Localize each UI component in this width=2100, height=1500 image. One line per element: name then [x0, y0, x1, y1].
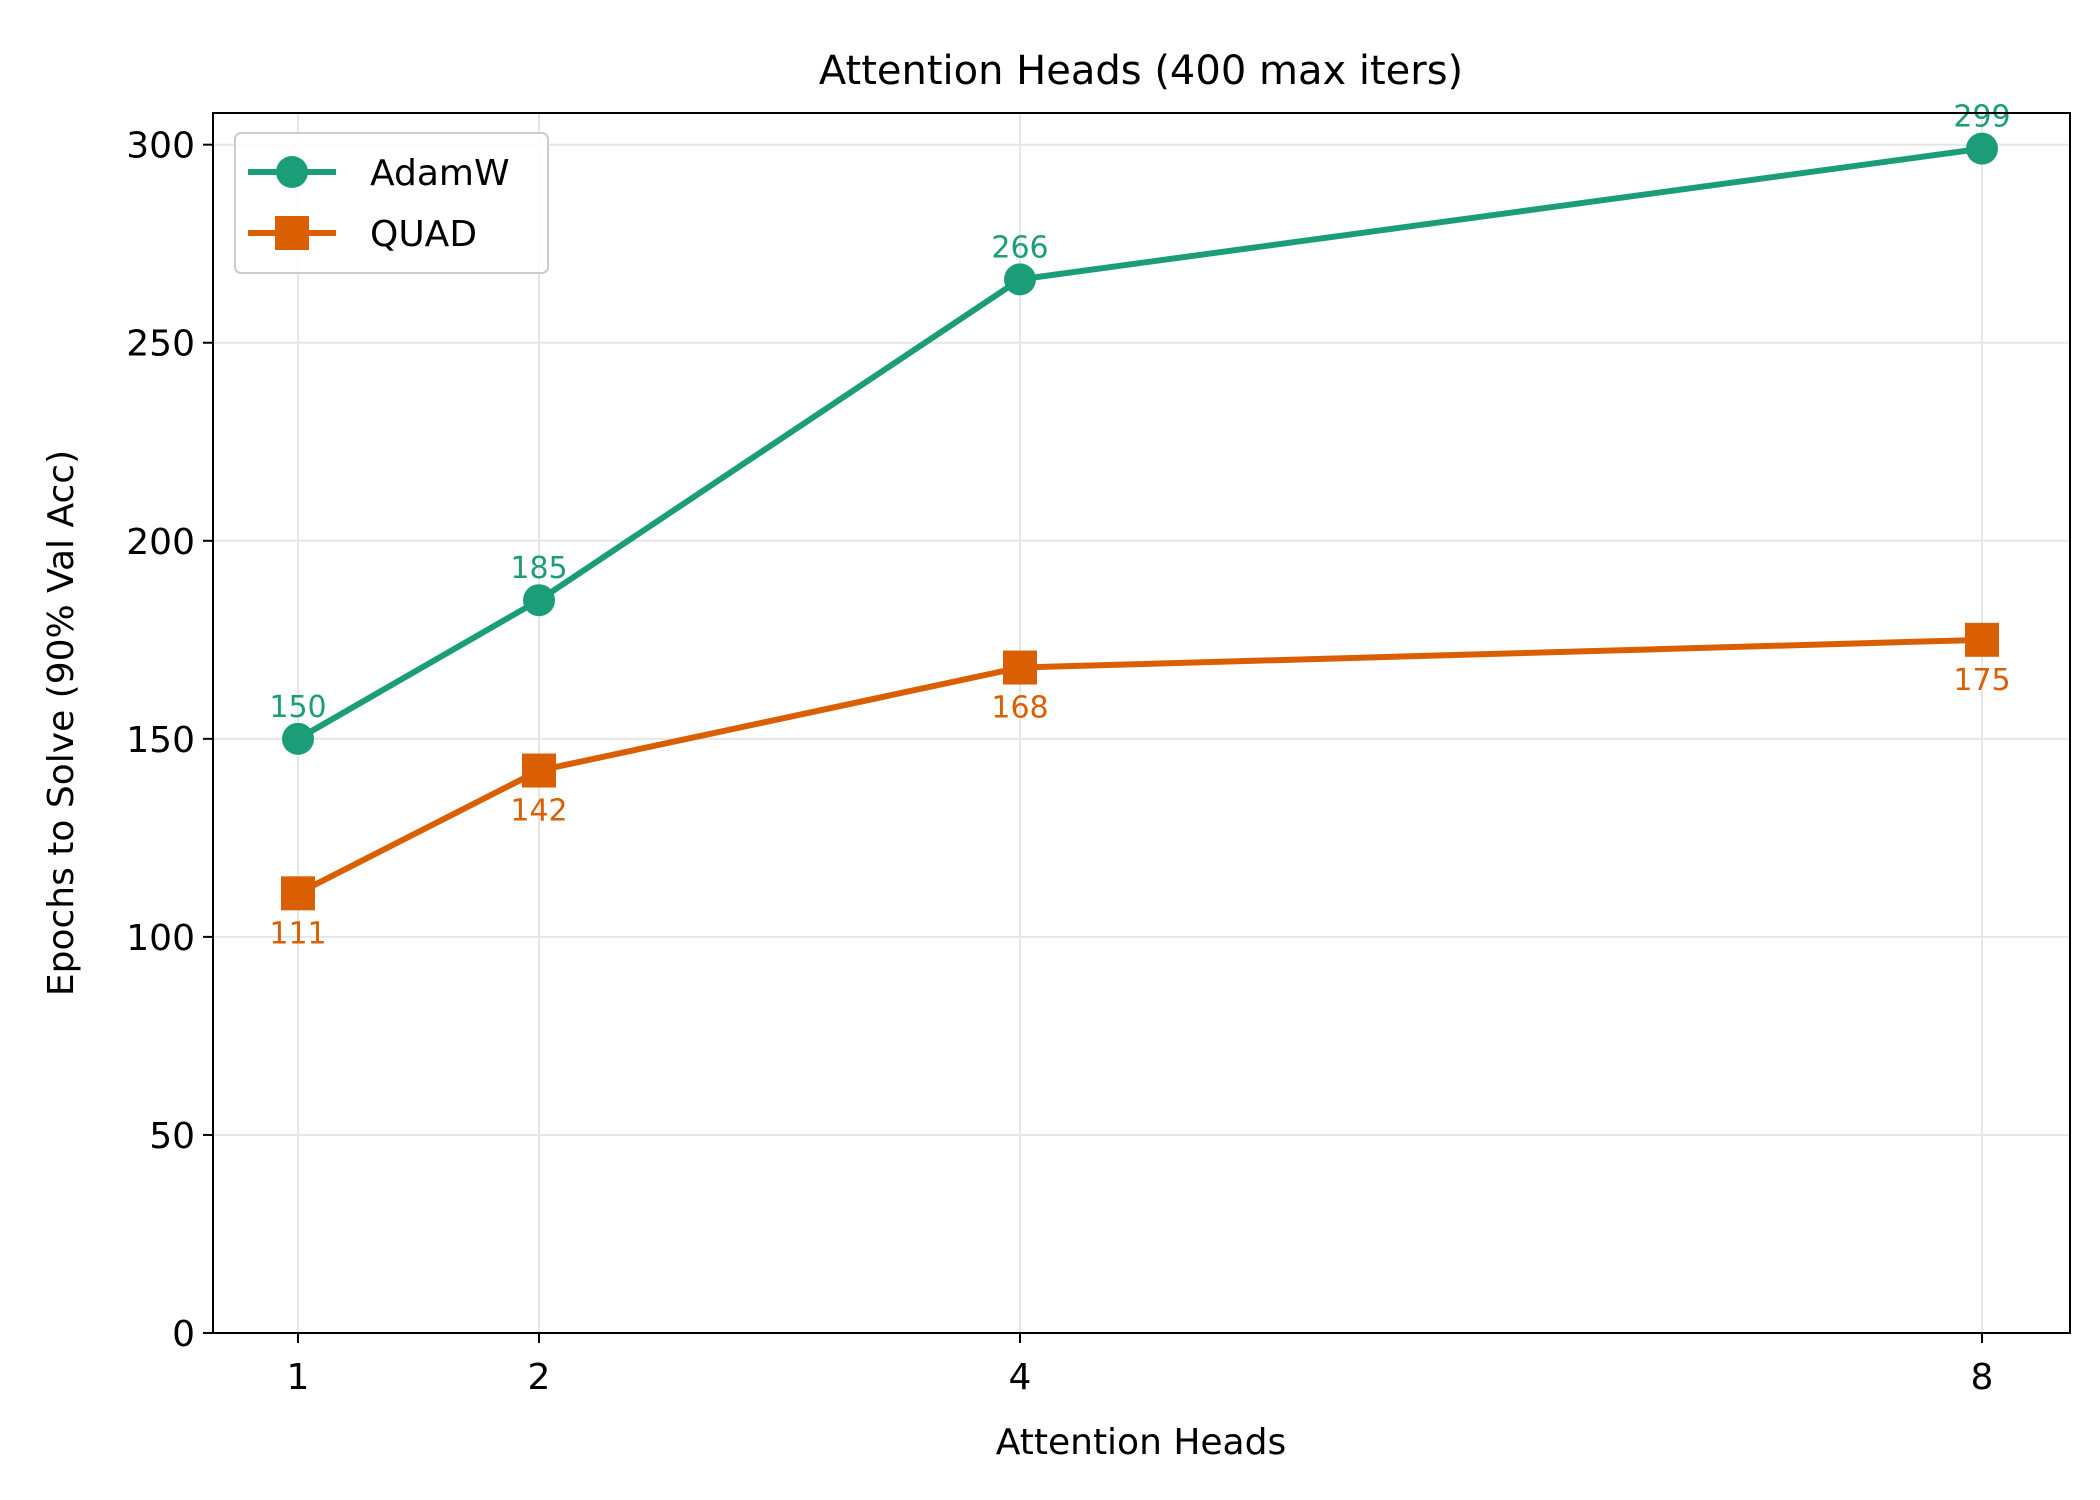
data-point	[1965, 622, 1999, 657]
data-label: 185	[510, 551, 567, 586]
y-tick-label: 0	[172, 1314, 195, 1355]
data-point	[1966, 132, 1998, 165]
legend-marker	[276, 156, 308, 188]
series-layer: 150 185 266 299 111 142 168 175	[269, 100, 2010, 952]
data-label: 175	[1953, 663, 2010, 698]
y-tick-label: 300	[126, 126, 195, 167]
legend-entry-adamw: AdamW	[248, 153, 510, 194]
data-point	[1004, 263, 1036, 296]
data-label: 111	[269, 916, 326, 951]
series-line	[296, 145, 1983, 742]
plot-frame	[212, 112, 2071, 1334]
y-tick-label: 200	[126, 522, 195, 563]
y-tick-label: 100	[126, 918, 195, 959]
data-label: 168	[991, 691, 1048, 726]
axes: 0 50 100 150 200 250 300 1 2 4 8	[126, 126, 1993, 1398]
x-axis-label: Attention Heads	[996, 1422, 1286, 1463]
legend: AdamW QUAD	[234, 132, 549, 274]
legend-marker	[275, 216, 309, 250]
x-tick-label: 2	[528, 1357, 551, 1398]
chart-title: Attention Heads (400 max iters)	[819, 48, 1463, 94]
x-tick-label: 4	[1009, 1357, 1032, 1398]
legend-label: QUAD	[370, 214, 477, 255]
x-tick-label: 1	[287, 1357, 310, 1398]
data-label: 142	[510, 794, 567, 829]
y-tick-label: 250	[126, 324, 195, 365]
data-label: 266	[991, 230, 1048, 265]
series-adamw: 150 185 266 299	[269, 100, 2011, 755]
y-tick-label: 150	[126, 720, 195, 761]
data-label: 150	[269, 690, 326, 725]
data-point	[1003, 650, 1037, 685]
x-tick-label: 8	[1971, 1357, 1994, 1398]
data-point	[522, 753, 556, 788]
y-tick-label: 50	[149, 1116, 195, 1157]
series-quad: 111 142 168 175	[269, 622, 2011, 951]
legend-frame	[234, 132, 549, 274]
data-label: 299	[1953, 100, 2010, 135]
data-point	[281, 876, 315, 911]
y-axis-label: Epochs to Solve (90% Val Acc)	[41, 450, 82, 996]
legend-entry-quad: QUAD	[248, 214, 477, 255]
grid	[213, 113, 2070, 1334]
data-point	[282, 722, 314, 755]
legend-label: AdamW	[370, 153, 510, 194]
data-point	[523, 584, 555, 617]
series-line	[296, 636, 1983, 896]
